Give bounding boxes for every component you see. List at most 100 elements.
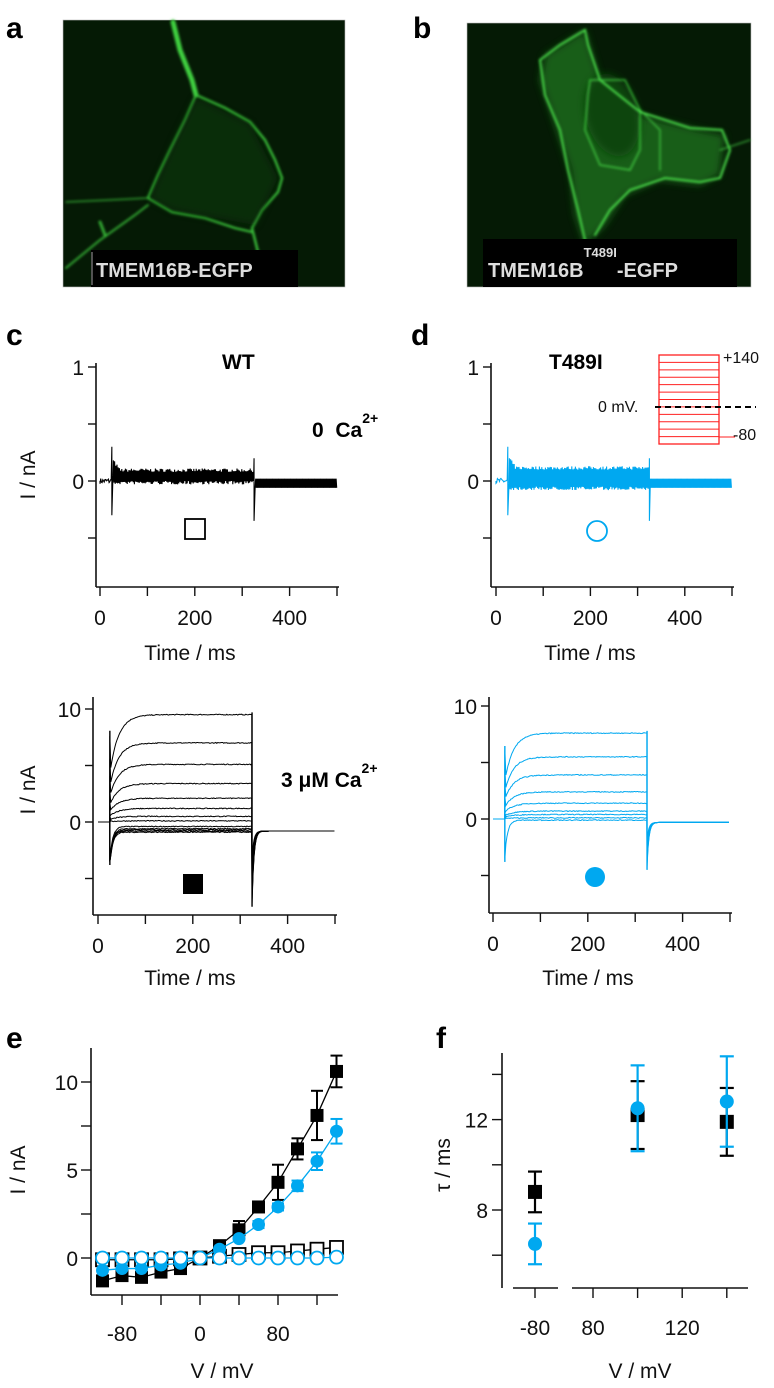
open-circle-marker bbox=[586, 520, 608, 542]
y-tick-label: 0 bbox=[72, 471, 84, 494]
tau-plot: 12 8 -80 80 120 V / mV τ / ms bbox=[432, 1053, 748, 1383]
y-tick-label: 0 bbox=[465, 809, 477, 832]
filled-square-marker bbox=[291, 1142, 304, 1156]
y-tick-label: 10 bbox=[58, 699, 81, 722]
filled-circle-marker bbox=[585, 867, 605, 887]
y-tick-label: 10 bbox=[55, 1072, 78, 1095]
x-axis-label: Time / ms bbox=[542, 967, 633, 990]
y-tick-label: 0 bbox=[66, 1248, 78, 1271]
condition-zero-ca-main: 0 Ca bbox=[312, 419, 363, 442]
current-trace bbox=[99, 446, 338, 521]
open-circle-marker bbox=[212, 1250, 227, 1266]
filled-square-marker bbox=[310, 1108, 324, 1122]
y-axis-label: I / nA bbox=[17, 765, 40, 814]
filled-circle-marker bbox=[719, 1094, 734, 1109]
condition-3um-ca: 3 μM Ca2+ bbox=[281, 760, 378, 792]
title-t489i: T489I bbox=[549, 351, 603, 374]
x-tick-label: 0 bbox=[490, 607, 502, 630]
filled-square-marker bbox=[528, 1184, 542, 1199]
current-trace-panel-d_top: 1 0 0 200 400 Time / ms bbox=[467, 357, 734, 665]
current-trace-panel-c_bot: 10 0 0 200 400 Time / ms I / nA bbox=[17, 697, 337, 990]
current-trace bbox=[98, 814, 335, 880]
current-trace-panel-c_top: 1 0 0 200 400 Time / ms I / nA bbox=[17, 357, 339, 665]
x-axis-label: V / mV bbox=[608, 1360, 671, 1383]
y-tick-label: 5 bbox=[66, 1160, 78, 1183]
panel-letter-e: e bbox=[6, 1022, 23, 1055]
open-circle-marker bbox=[270, 1250, 286, 1266]
open-circle-marker bbox=[134, 1250, 149, 1266]
condition-zero-ca: 0 Ca2+ bbox=[312, 410, 378, 442]
current-trace bbox=[493, 732, 729, 840]
image-label-main: TMEM16B bbox=[488, 260, 584, 282]
x-tick-label: 120 bbox=[665, 1317, 700, 1340]
y-axis-label: I / nA bbox=[17, 450, 40, 499]
filled-circle-marker bbox=[291, 1179, 304, 1193]
x-tick-label: 400 bbox=[270, 935, 305, 958]
x-axis-label: Time / ms bbox=[144, 642, 235, 665]
series-wt bbox=[528, 1080, 734, 1214]
current-trace bbox=[98, 821, 335, 903]
y-axis-label: τ / ms bbox=[432, 1138, 455, 1192]
open-circle-marker bbox=[114, 1250, 130, 1266]
current-trace bbox=[493, 773, 729, 847]
open-circle-marker bbox=[329, 1249, 344, 1265]
open-circle-marker bbox=[309, 1250, 325, 1266]
y-axis-label: I / nA bbox=[7, 1145, 30, 1194]
x-tick-label: 80 bbox=[266, 1323, 289, 1346]
y-tick-label: 0 bbox=[69, 812, 81, 835]
y-tick-label: 0 bbox=[467, 471, 479, 494]
filled-square-marker bbox=[330, 1064, 343, 1078]
filled-square-marker bbox=[183, 874, 203, 894]
current-trace bbox=[495, 446, 732, 521]
open-square-marker bbox=[184, 518, 206, 540]
panel-letter-d: d bbox=[411, 319, 429, 352]
series-t489i bbox=[528, 1055, 734, 1266]
filled-circle-marker bbox=[310, 1154, 324, 1168]
x-tick-label: 0 bbox=[194, 1323, 206, 1346]
current-trace-panel-d_bot: 10 0 0 200 400 Time / ms bbox=[454, 696, 732, 990]
open-circle-marker bbox=[231, 1250, 247, 1266]
current-trace bbox=[493, 755, 729, 843]
panel-letter-b: b bbox=[413, 12, 431, 45]
open-circle-marker bbox=[192, 1250, 208, 1266]
x-tick-label: 0 bbox=[92, 935, 104, 958]
x-axis-label: Time / ms bbox=[144, 967, 235, 990]
filled-circle-marker bbox=[252, 1218, 265, 1232]
x-tick-label: 0 bbox=[487, 933, 499, 956]
x-tick-label: 200 bbox=[175, 935, 210, 958]
image-label-sup: T489I bbox=[584, 245, 617, 260]
x-tick-label: -80 bbox=[107, 1323, 137, 1346]
inset-label-zero: 0 mV. bbox=[598, 399, 638, 416]
filled-circle-marker bbox=[630, 1101, 645, 1116]
fluorescence-image-wt: TMEM16B-EGFP bbox=[62, 19, 346, 288]
filled-circle-marker bbox=[115, 1262, 129, 1276]
open-circle-marker bbox=[251, 1250, 266, 1266]
condition-3um-ca-sup: 2+ bbox=[362, 760, 378, 776]
x-tick-label: 80 bbox=[581, 1317, 604, 1340]
x-tick-label: -80 bbox=[520, 1317, 550, 1340]
image-label-t489i: TMEM16BT489I-EGFP bbox=[488, 245, 678, 282]
x-tick-label: 400 bbox=[667, 607, 702, 630]
voltage-protocol-inset: +140 0 mV. -80 bbox=[598, 350, 759, 445]
current-trace bbox=[98, 741, 335, 860]
filled-circle-marker bbox=[232, 1232, 246, 1246]
y-tick-label: 12 bbox=[465, 1110, 488, 1133]
x-tick-label: 200 bbox=[177, 607, 212, 630]
x-axis-label: Time / ms bbox=[544, 642, 635, 665]
filled-circle-marker bbox=[135, 1262, 148, 1276]
open-circle-marker bbox=[290, 1250, 305, 1266]
x-axis-label: V / mV bbox=[190, 1360, 253, 1383]
filled-square-marker bbox=[96, 1274, 109, 1288]
x-tick-label: 200 bbox=[570, 933, 605, 956]
fluorescence-image-t489i: TMEM16BT489I-EGFP bbox=[466, 22, 752, 288]
current-trace bbox=[98, 782, 335, 868]
filled-circle-marker bbox=[330, 1124, 343, 1138]
y-tick-label: 1 bbox=[72, 357, 84, 380]
image-label-wt: TMEM16B-EGFP bbox=[96, 260, 253, 282]
inset-label-bottom: -80 bbox=[733, 427, 756, 444]
current-trace bbox=[493, 802, 729, 853]
open-circle-marker bbox=[95, 1250, 110, 1266]
filled-circle-marker bbox=[271, 1200, 285, 1214]
inset-label-top: +140 bbox=[723, 350, 759, 367]
